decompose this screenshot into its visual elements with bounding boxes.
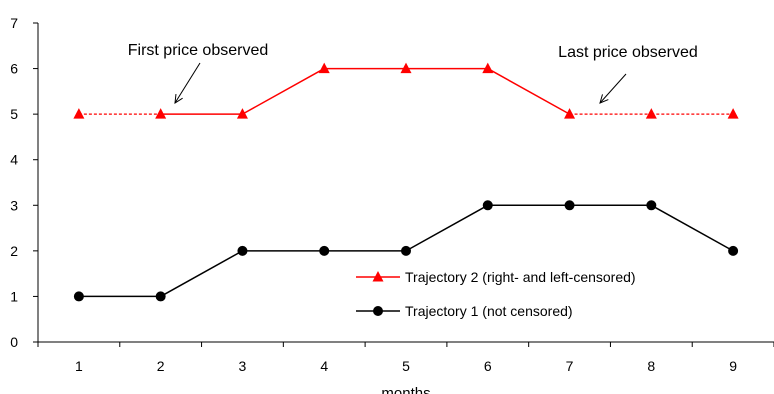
series-1: [73, 62, 739, 119]
x-ticks: 1 2 3 4 5 6 7 8 9: [37, 342, 774, 374]
x-tick-label: 3: [239, 358, 247, 374]
series-segment: [650, 204, 734, 252]
data-point: [319, 245, 330, 256]
annotations: First price observed Last price observed: [128, 42, 698, 104]
series-2: [73, 200, 739, 302]
y-tick-label: 0: [10, 334, 18, 350]
x-tick-label: 8: [647, 358, 655, 374]
y-tick-label: 6: [10, 61, 18, 77]
x-tick-label: 2: [157, 358, 165, 374]
data-point: [482, 62, 494, 74]
annotation-arrow: [599, 73, 627, 104]
y-tick-label: 7: [10, 15, 18, 31]
series-segment: [405, 204, 489, 252]
data-point: [646, 200, 657, 211]
y-tick-label: 3: [10, 197, 18, 213]
data-point: [727, 108, 739, 119]
data-point: [401, 245, 411, 256]
series-segment: [160, 250, 243, 298]
x-tick-label: 4: [320, 358, 328, 374]
y-tick-label: 4: [10, 152, 18, 168]
data-point: [645, 108, 657, 119]
legend: Trajectory 2 (right- and left-censored) T…: [356, 269, 636, 319]
legend-marker: [372, 271, 384, 282]
data-point: [564, 200, 575, 211]
x-axis-title: months: [381, 385, 430, 394]
data-point: [400, 62, 412, 74]
legend-label: Trajectory 1 (not censored): [405, 303, 573, 319]
data-point: [318, 62, 330, 74]
y-tick-label: 2: [10, 243, 18, 259]
data-point: [237, 245, 248, 256]
data-point: [155, 291, 166, 302]
x-tick-label: 6: [484, 358, 492, 374]
annotation-label: Last price observed: [558, 44, 698, 61]
data-point: [564, 108, 576, 119]
x-tick-label: 7: [566, 358, 574, 374]
x-tick-label: 9: [729, 358, 737, 374]
series-segment: [487, 67, 570, 115]
arrowhead-icon: [599, 94, 609, 104]
data-point: [73, 291, 84, 302]
y-ticks: 0 1 2 3 4 5 6 7: [10, 15, 38, 350]
data-point: [728, 245, 739, 256]
data-point: [482, 200, 493, 211]
data-point: [155, 108, 167, 119]
arrowhead-icon: [174, 93, 183, 104]
x-tick-label: 5: [402, 358, 410, 374]
data-point: [236, 108, 248, 119]
annotation-label: First price observed: [128, 42, 269, 59]
legend-item: Trajectory 1 (not censored): [356, 303, 573, 319]
axes: [37, 23, 774, 343]
annotation-arrow: [174, 62, 201, 104]
y-tick-label: 1: [10, 288, 18, 304]
series-segment: [242, 67, 325, 115]
x-tick-label: 1: [75, 358, 83, 374]
y-tick-label: 5: [10, 106, 18, 122]
data-point: [73, 108, 85, 119]
legend-label: Trajectory 2 (right- and left-censored): [405, 269, 636, 285]
legend-item: Trajectory 2 (right- and left-censored): [356, 269, 636, 285]
series-layer: [73, 62, 739, 302]
legend-marker: [373, 306, 383, 316]
